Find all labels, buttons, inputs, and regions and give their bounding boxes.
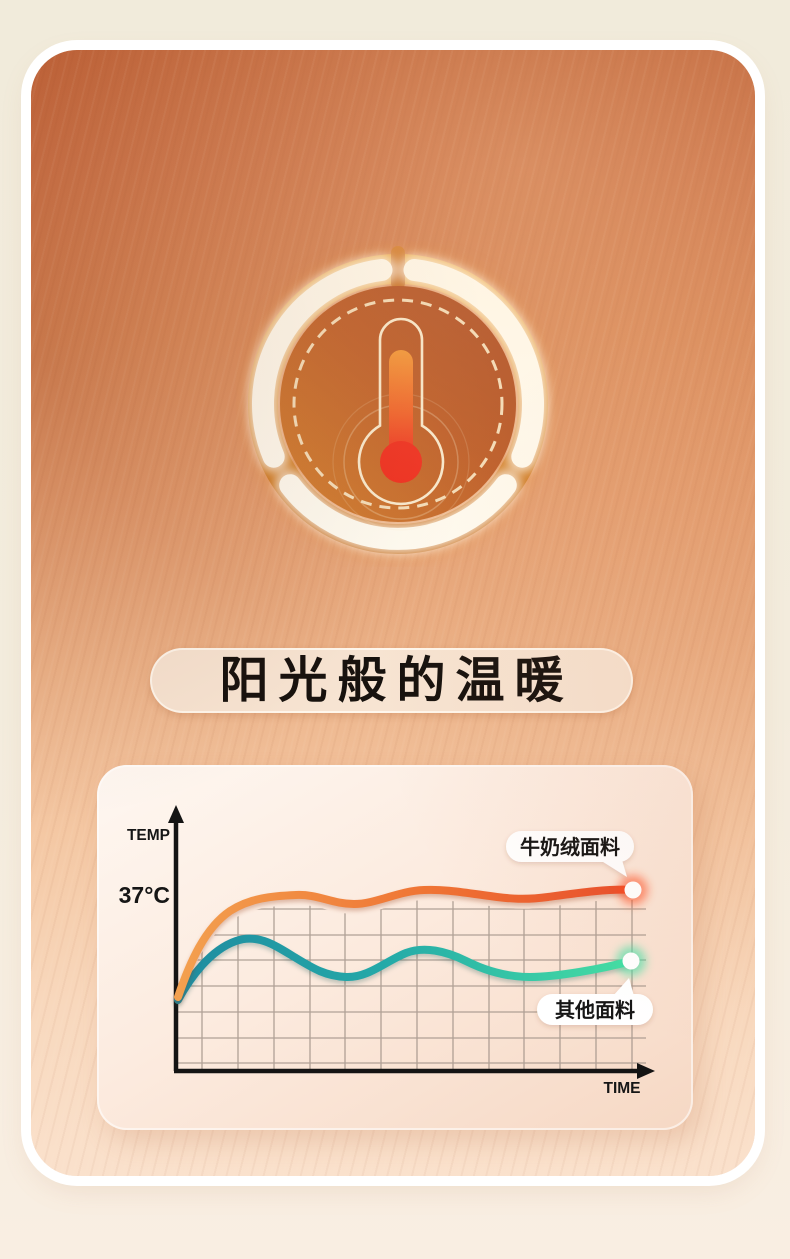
x-axis-label: TIME: [603, 1080, 640, 1097]
badge-ring-top-tab: [391, 246, 405, 290]
glow-arc-left: [252, 259, 393, 468]
thermometer-bulb: [380, 441, 422, 483]
other-fabric-endpoint: [616, 946, 646, 976]
warmth-badge: [248, 246, 548, 554]
temperature-chart: 牛奶绒面料 其他面料 TEMP 37°C TIME: [119, 805, 655, 1097]
y-axis-arrow: [168, 805, 184, 823]
badge-dashed-border: [292, 298, 504, 510]
temperature-chart-panel: 牛奶绒面料 其他面料 TEMP 37°C TIME: [97, 765, 693, 1130]
callout-milk-velvet: [506, 831, 634, 877]
callout-other-fabric-label: 其他面料: [555, 998, 635, 1022]
line-milk-velvet: [174, 885, 637, 1001]
y-tick-37c: 37°C: [119, 882, 170, 908]
x-axis-arrow: [637, 1063, 655, 1079]
thermometer-stem: [389, 350, 413, 455]
thermometer-icon: [357, 317, 445, 506]
line-other-fabric: [174, 934, 635, 1004]
glow-arc-bottom: [279, 474, 517, 550]
milk-velvet-endpoint: [618, 875, 648, 905]
milk-velvet-dot: [624, 881, 642, 899]
callout-other-fabric: [537, 978, 653, 1025]
callout-milk-velvet-label: 牛奶绒面料: [520, 835, 620, 859]
thermometer-outline: [357, 317, 445, 506]
y-axis-label: TEMP: [127, 827, 170, 844]
product-hero-card: 阳光般的温暖: [31, 50, 755, 1176]
glow-arc-right: [403, 259, 544, 468]
other-fabric-dot: [622, 952, 640, 970]
headline-pill: 阳光般的温暖: [150, 648, 633, 713]
badge-glow-arcs: [248, 255, 548, 554]
chart-axes: [168, 805, 655, 1079]
headline-text: 阳光般的温暖: [219, 653, 574, 708]
